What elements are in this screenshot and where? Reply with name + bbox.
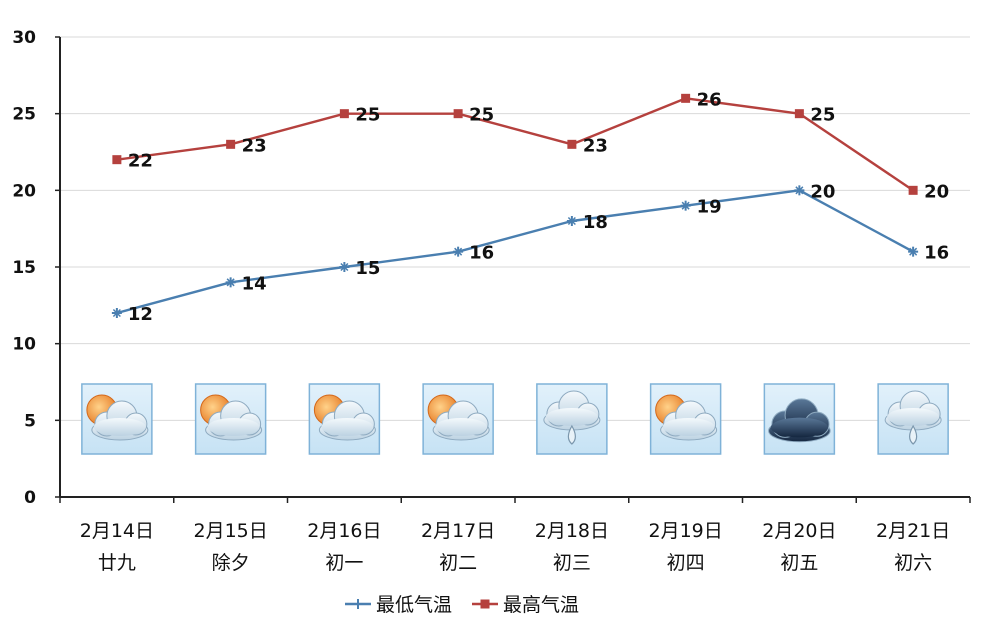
data-label: 12 (128, 304, 153, 325)
cloud-shape (543, 390, 601, 431)
data-label: 25 (810, 105, 835, 126)
x-tick-label-date: 2月20日 (762, 520, 836, 542)
x-tick-label-date: 2月19日 (648, 520, 722, 542)
data-point (112, 155, 122, 165)
cloud-shape (91, 400, 149, 441)
x-tick-label-lunar: 初六 (894, 552, 932, 574)
cloud-rain-icon (536, 383, 608, 455)
grid-lines (60, 36, 970, 421)
y-tick-label: 10 (12, 335, 36, 355)
partly-cloudy-icon (422, 383, 494, 455)
y-tick-label: 25 (12, 105, 36, 125)
y-tick-label: 30 (12, 28, 36, 48)
data-label: 23 (583, 135, 608, 156)
data-label: 22 (128, 151, 153, 172)
cloud-shape (884, 390, 942, 431)
x-tick-label-lunar: 初五 (780, 552, 818, 574)
x-tick-label-lunar: 初三 (553, 552, 591, 574)
data-label: 26 (697, 89, 722, 110)
legend-item-1: 最高气温 (472, 594, 579, 616)
data-point (681, 93, 691, 103)
data-label: 19 (697, 197, 722, 218)
x-tick-label-lunar: 初二 (439, 552, 477, 574)
x-tick-label-lunar: 初一 (325, 552, 363, 574)
data-point (111, 308, 122, 318)
x-tick-label-date: 2月18日 (535, 520, 609, 542)
data-labels: 12 14 15 16 18 19 20 16 22 23 25 25 23 26 25 20 (128, 89, 949, 325)
cloud-shape (205, 400, 263, 441)
partly-cloudy-icon (81, 383, 153, 455)
series-lines (111, 93, 919, 318)
series-line-1 (116, 97, 914, 192)
data-point (908, 246, 919, 257)
data-label: 14 (242, 273, 267, 294)
data-label: 16 (469, 243, 494, 264)
data-point (680, 200, 691, 211)
data-point (453, 246, 464, 257)
series-line-0 (116, 189, 914, 315)
data-label: 25 (469, 105, 494, 126)
data-label: 20 (810, 181, 835, 202)
data-point (794, 109, 804, 119)
cloud-shape (660, 400, 718, 441)
x-tick-label-lunar: 廿九 (98, 552, 136, 574)
data-label: 20 (924, 181, 949, 202)
cloud-rain-icon (877, 383, 949, 455)
data-point (567, 139, 577, 149)
legend: 最低气温 最高气温 (345, 594, 579, 616)
y-tick-label: 20 (12, 181, 36, 201)
cloud-shape (768, 398, 831, 443)
weather-icons (81, 383, 949, 455)
data-label: 18 (583, 212, 608, 233)
raindrop (567, 424, 576, 445)
data-point (226, 139, 236, 149)
data-label: 23 (242, 135, 267, 156)
data-point (566, 216, 577, 226)
data-point (794, 185, 805, 196)
data-point (339, 262, 350, 272)
data-point (225, 277, 236, 288)
cloud-shape (432, 400, 490, 441)
raindrop (909, 424, 918, 445)
data-label: 25 (355, 105, 380, 126)
data-label: 16 (924, 243, 949, 264)
y-tick-label: 15 (12, 258, 36, 278)
data-point (908, 185, 918, 195)
partly-cloudy-icon (308, 383, 381, 455)
x-tick-label-date: 2月16日 (307, 520, 381, 542)
x-tick-label-date: 2月17日 (421, 520, 495, 542)
dark-cloud-icon (763, 383, 836, 455)
x-tick-label-lunar: 初四 (667, 552, 705, 574)
x-tick-label-date: 2月14日 (80, 520, 154, 542)
cloud-shape (318, 400, 376, 441)
y-tick-label: 5 (24, 411, 36, 431)
legend-label: 最低气温 (376, 594, 452, 616)
data-point (339, 109, 349, 119)
partly-cloudy-icon (194, 383, 267, 455)
y-tick-label: 0 (24, 488, 36, 508)
x-tick-label-lunar: 除夕 (212, 552, 250, 574)
legend-label: 最高气温 (503, 594, 579, 616)
x-tick-label-date: 2月15日 (193, 520, 267, 542)
x-tick-label-date: 2月21日 (876, 520, 950, 542)
data-point (453, 109, 463, 119)
legend-item-0: 最低气温 (345, 594, 452, 616)
data-label: 15 (355, 258, 380, 279)
partly-cloudy-icon (649, 383, 722, 455)
